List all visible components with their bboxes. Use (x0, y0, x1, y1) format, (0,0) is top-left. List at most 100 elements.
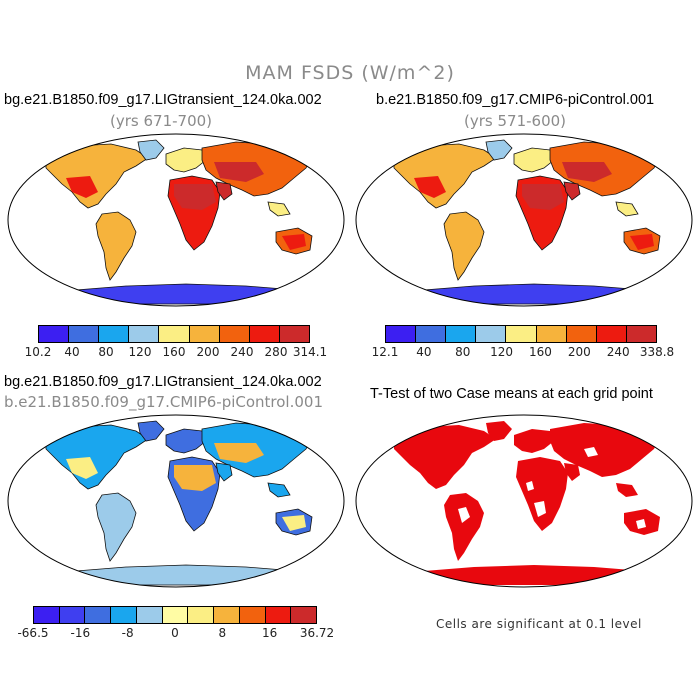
panel1-colorbar-tick-label: 120 (128, 345, 152, 359)
non-significant-region (636, 519, 646, 529)
continent-southAmerica (95, 492, 137, 562)
continent-greenland (486, 421, 512, 441)
panel3-map (7, 414, 345, 588)
panel1-colorbar-swatch (99, 326, 130, 342)
panel2-colorbar-swatch (416, 326, 447, 342)
panel1-colorbar-swatch (249, 326, 280, 342)
panel3-colorbar-tick-label: -66.5 (17, 626, 49, 640)
panel1-colorbar-tick-label: 80 (98, 345, 114, 359)
panel2-colorbar-swatch (476, 326, 507, 342)
panel1-colorbar-tick-label: 160 (162, 345, 186, 359)
continent-arabia (563, 181, 581, 201)
panel2-colorbar-swatch (536, 326, 567, 342)
high-value-region (282, 515, 306, 531)
continent-greenland (137, 139, 165, 161)
panel2-colorbar-tick-label: 12.1 (371, 345, 399, 359)
panel3-colorbar-tick-label: 8 (218, 626, 227, 640)
continent-europe (513, 147, 555, 173)
high-value-region (214, 162, 264, 182)
map-border (355, 133, 693, 307)
panel2-colorbar-tick-label: 80 (455, 345, 471, 359)
continent-greenland (485, 139, 513, 161)
panel1-colorbar-swatch (39, 326, 70, 342)
panel3-colorbar-tick-label: 36.72 (299, 626, 335, 640)
continent-europe (514, 429, 554, 453)
panel2-colorbar-swatch (506, 326, 537, 342)
continent-southAmerica (444, 493, 484, 561)
figure-title: MAM FSDS (W/m^2) (245, 62, 455, 84)
panel1-colorbar (38, 325, 310, 343)
continent-northAmerica (393, 143, 497, 209)
continent-arabia (564, 463, 580, 481)
high-value-region (630, 234, 654, 250)
panel3-colorbar-swatch (34, 607, 60, 623)
non-significant-region (534, 501, 546, 517)
panel3-colorbar-swatch (188, 607, 215, 623)
panel4-title: T-Test of two Case means at each grid po… (370, 386, 653, 402)
continent-seAsia (616, 483, 638, 497)
continent-seAsia (615, 201, 639, 217)
continent-africa (516, 457, 568, 531)
continent-seAsia (267, 201, 291, 217)
panel3-colorbar-swatch (291, 607, 317, 623)
panel2-title: b.e21.B1850.f09_g17.CMIP6-piControl.001 (376, 92, 655, 108)
continent-northAmerica (45, 143, 149, 209)
panel1-title: bg.e21.B1850.f09_g17.LIGtransient_124.0k… (4, 92, 322, 108)
map-border (355, 414, 693, 588)
panel3-colorbar-swatch (214, 607, 240, 623)
high-value-region (66, 176, 98, 198)
panel3-colorbar-tick-label: -16 (70, 626, 91, 640)
panel1-colorbar-tick-label: 40 (64, 345, 80, 359)
panel2-colorbar-tick-label: 200 (567, 345, 591, 359)
panel1-colorbar-swatch (219, 326, 250, 342)
panel2-colorbar-tick-label: 338.8 (639, 345, 675, 359)
significance-note: Cells are significant at 0.1 level (436, 617, 642, 631)
panel3-colorbar-tick-label: 0 (171, 626, 179, 640)
high-value-region (214, 443, 264, 463)
panel2-colorbar-swatch (446, 326, 477, 342)
continent-asia (550, 423, 660, 477)
high-value-region (414, 176, 446, 198)
panel3-title: bg.e21.B1850.f09_g17.LIGtransient_124.0k… (4, 374, 322, 390)
panel3-subtitle: b.e21.B1850.f09_g17.CMIP6-piControl.001 (4, 393, 323, 411)
panel1-colorbar-swatch (69, 326, 100, 342)
panel2-colorbar-swatch (386, 326, 417, 342)
panel3-colorbar-swatch (136, 607, 163, 623)
panel2-colorbar-tick-label: 40 (416, 345, 432, 359)
high-value-region (562, 162, 612, 182)
continent-arabia (215, 181, 233, 201)
panel1-colorbar-swatch (129, 326, 160, 342)
panel3-colorbar-swatch (111, 607, 137, 623)
continent-northAmerica (45, 424, 149, 490)
panel1-colorbar-tick-label: 314.1 (292, 345, 328, 359)
panel1-map (7, 133, 345, 307)
high-value-region (522, 184, 564, 210)
panel2-colorbar-tick-label: 160 (528, 345, 552, 359)
panel3-colorbar-swatch (239, 607, 266, 623)
continent-seAsia (267, 482, 291, 498)
high-value-region (174, 465, 216, 491)
panel2-colorbar-swatch (596, 326, 627, 342)
continent-greenland (137, 420, 165, 442)
map-border (7, 414, 345, 588)
panel1-colorbar-swatch (159, 326, 190, 342)
high-value-region (174, 184, 216, 210)
continent-southAmerica (95, 211, 137, 281)
panel3-colorbar (33, 606, 317, 624)
panel3-colorbar-swatch (59, 607, 86, 623)
panel2-map (355, 133, 693, 307)
map-border (7, 133, 345, 307)
panel1-colorbar-tick-label: 240 (230, 345, 254, 359)
panel2-colorbar-swatch (566, 326, 597, 342)
panel3-colorbar-swatch (162, 607, 189, 623)
continent-europe (165, 428, 207, 454)
non-significant-region (584, 447, 598, 457)
panel1-colorbar-tick-label: 200 (196, 345, 220, 359)
continent-northAmerica (394, 425, 496, 489)
non-significant-region (526, 481, 534, 491)
panel2-colorbar (385, 325, 657, 343)
continent-southAmerica (443, 211, 485, 281)
continent-europe (165, 147, 207, 173)
panel1-colorbar-swatch (189, 326, 220, 342)
panel2-colorbar-tick-label: 240 (606, 345, 630, 359)
